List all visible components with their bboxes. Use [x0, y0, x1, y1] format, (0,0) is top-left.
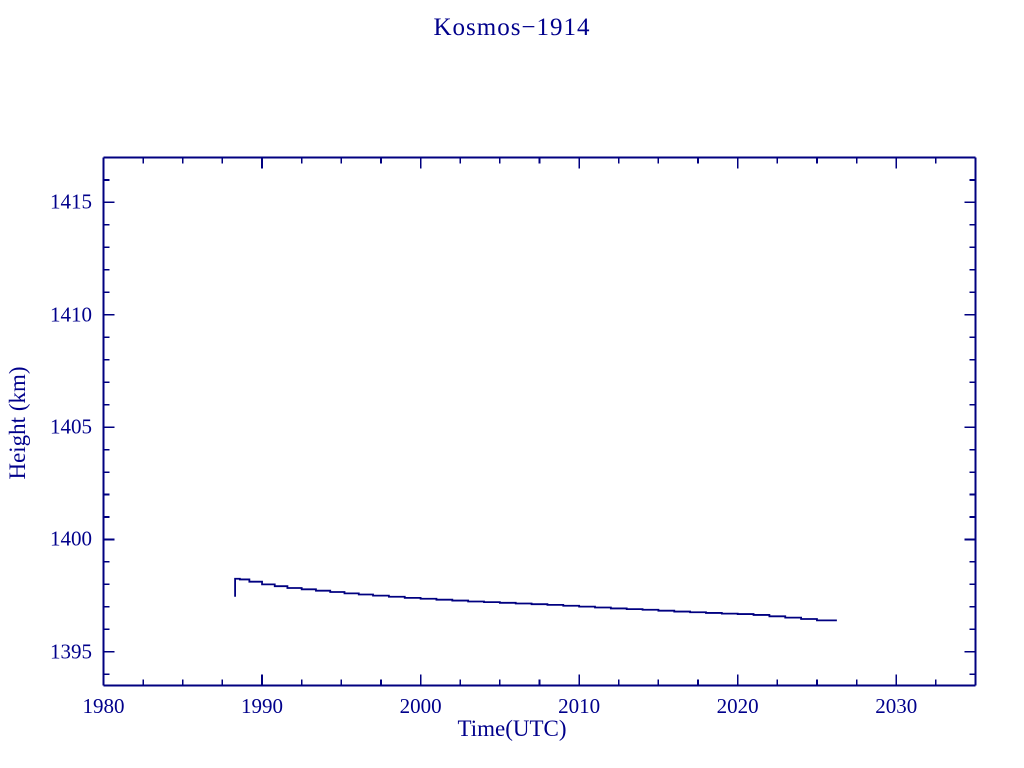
x-tick-label: 2000 — [399, 693, 442, 718]
x-tick-label: 1980 — [82, 693, 125, 718]
y-tick-label: 1400 — [50, 526, 92, 551]
y-tick-label: 1405 — [50, 414, 92, 439]
data-series-line — [234, 577, 837, 622]
x-tick-label: 2020 — [716, 693, 759, 718]
y-tick-label: 1410 — [50, 302, 92, 327]
x-tick-label: 2010 — [558, 693, 601, 718]
y-tick-label: 1415 — [50, 189, 92, 214]
chart-title: Kosmos−1914 — [433, 14, 591, 41]
axis-ticks — [102, 156, 977, 686]
x-axis-label: Time(UTC) — [457, 716, 567, 741]
x-tick-label: 2030 — [875, 693, 918, 718]
y-tick-label: 1395 — [50, 639, 92, 664]
x-tick-label: 1990 — [241, 693, 284, 718]
axis-frame — [102, 156, 977, 687]
